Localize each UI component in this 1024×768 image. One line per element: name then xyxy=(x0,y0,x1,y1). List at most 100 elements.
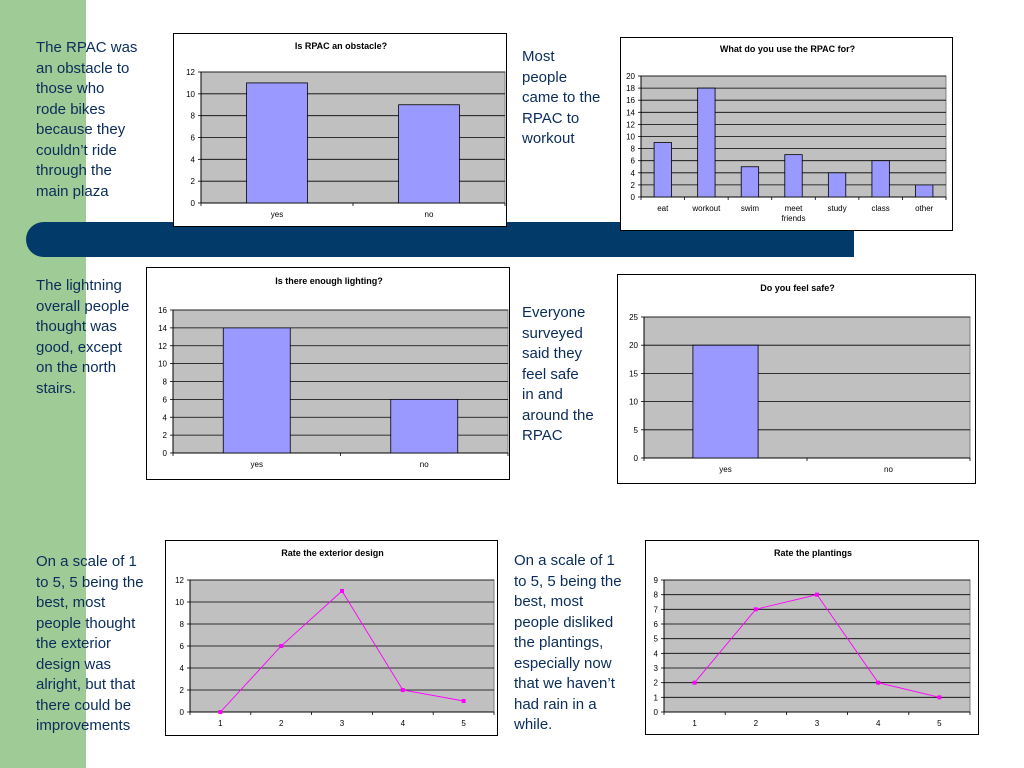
caption-line: couldn’t ride xyxy=(36,141,117,159)
y-tick-label: 16 xyxy=(158,306,167,315)
caption-line: people disliked xyxy=(514,613,614,631)
x-tick-label: class xyxy=(872,204,890,213)
caption-line: surveyed xyxy=(522,324,583,342)
caption-line: that we haven’t xyxy=(514,675,615,692)
chart-title: What do you use the RPAC for? xyxy=(720,44,855,54)
bar xyxy=(827,172,847,198)
caption-line: people xyxy=(522,68,568,86)
chart-plantings: Rate the plantings 0 1 2 3 4 5 6 7 8 9 1 2 3 4 5 xyxy=(645,540,979,735)
y-tick-label: 4 xyxy=(191,155,196,164)
caption-line: The lightning xyxy=(36,277,122,294)
caption-line: came to the xyxy=(522,89,601,106)
x-tick-label: 5 xyxy=(937,719,942,728)
x-tick-label: swim xyxy=(741,204,760,213)
chart-title: Is RPAC an obstacle? xyxy=(295,41,387,51)
caption-workout: Most people came to the RPAC to workout xyxy=(522,47,600,150)
data-point xyxy=(753,607,758,612)
caption-line: the exterior xyxy=(36,635,112,652)
x-tick-label: 2 xyxy=(754,719,759,728)
bar xyxy=(871,160,890,198)
caption-line: while. xyxy=(514,716,553,733)
caption-line: to 5, 5 being the xyxy=(36,573,144,591)
x-tick-label: other xyxy=(915,204,934,213)
bar xyxy=(740,166,760,198)
chart-title: Rate the plantings xyxy=(774,548,852,558)
y-tick-label: 5 xyxy=(654,635,659,644)
caption-line: On a scale of 1 xyxy=(36,553,137,570)
caption-line: in and xyxy=(522,386,563,403)
chart-lighting: Is there enough lighting? 0 2 4 6 8 10 12 14 16 ye… xyxy=(146,267,510,480)
caption-line: design was xyxy=(36,655,112,673)
y-tick-label: 6 xyxy=(631,157,636,166)
x-tick-label: yes xyxy=(719,465,731,474)
caption-line: best, most xyxy=(36,594,106,611)
y-tick-label: 7 xyxy=(654,605,659,614)
data-point xyxy=(400,688,405,692)
y-tick-label: 2 xyxy=(654,679,659,688)
y-tick-label: 10 xyxy=(629,398,638,407)
data-point xyxy=(876,680,881,685)
caption-exterior: On a scale of 1 to 5, 5 being the best, … xyxy=(36,552,144,737)
x-tick-label: 1 xyxy=(218,719,223,728)
y-tick-label: 12 xyxy=(175,576,184,585)
caption-line: stairs. xyxy=(36,379,77,397)
caption-line: good, except xyxy=(36,338,122,356)
caption-line: rode bikes xyxy=(36,100,106,118)
chart-rpac-obstacle: Is RPAC an obstacle? 0 2 4 6 8 10 12 yes no xyxy=(173,33,507,227)
data-point xyxy=(461,699,466,703)
y-tick-label: 8 xyxy=(180,620,185,629)
x-tick-label: study xyxy=(828,204,847,213)
y-tick-label: 10 xyxy=(158,360,167,369)
x-tick-label: 3 xyxy=(340,719,345,728)
bar xyxy=(692,344,759,459)
caption-line: those who xyxy=(36,80,105,97)
x-tick-label: yes xyxy=(251,460,263,469)
y-tick-label: 9 xyxy=(654,576,659,585)
caption-safety: Everyone surveyed said they feel safe in… xyxy=(522,303,594,447)
y-tick-label: 2 xyxy=(180,686,185,695)
bar xyxy=(222,327,291,454)
caption-bike-obstacle: The RPAC was an obstacle to those who ro… xyxy=(36,38,137,202)
x-tick-label: meet friends xyxy=(781,204,805,223)
data-point xyxy=(815,592,819,597)
bar xyxy=(398,104,460,204)
y-tick-label: 20 xyxy=(626,72,635,81)
y-tick-label: 18 xyxy=(626,84,635,93)
y-tick-label: 12 xyxy=(626,120,635,129)
chart-rpac-usage: What do you use the RPAC for? 0 2 4 6 8 10 12 14… xyxy=(620,37,953,231)
caption-line: especially now xyxy=(514,654,612,672)
caption-line: RPAC to xyxy=(522,109,580,127)
x-tick-label: workout xyxy=(691,204,721,213)
caption-lighting: The lightning overall people thought was… xyxy=(36,276,129,399)
x-tick-label: no xyxy=(425,210,434,219)
y-tick-label: 4 xyxy=(180,664,185,673)
chart-svg: Is RPAC an obstacle? 0 2 4 6 8 10 12 yes no xyxy=(186,41,506,219)
caption-line: best, most xyxy=(514,593,584,610)
y-tick-label: 2 xyxy=(631,181,636,190)
chart-title: Is there enough lighting? xyxy=(275,276,383,286)
x-tick-label-line: meet xyxy=(785,204,804,213)
y-tick-label: 12 xyxy=(158,342,167,351)
y-tick-label: 6 xyxy=(163,395,168,404)
caption-line: on the north xyxy=(36,359,117,376)
caption-line: thought was xyxy=(36,318,117,335)
caption-line: said they xyxy=(522,345,583,362)
caption-line: RPAC xyxy=(522,427,563,444)
y-tick-label: 8 xyxy=(163,378,168,387)
y-tick-label: 0 xyxy=(634,454,639,463)
caption-line: around the xyxy=(522,406,594,424)
x-tick-label: 4 xyxy=(876,719,881,728)
chart-svg: Do you feel safe? 0 5 10 15 20 25 yes no xyxy=(629,283,971,474)
caption-line: improvements xyxy=(36,717,131,734)
x-tick-label: no xyxy=(884,465,893,474)
y-tick-label: 0 xyxy=(163,449,168,458)
chart-title: Rate the exterior design xyxy=(281,548,384,558)
y-tick-label: 2 xyxy=(191,177,196,186)
data-point xyxy=(279,644,284,648)
y-tick-label: 12 xyxy=(186,68,195,77)
bar xyxy=(653,142,672,198)
x-tick-label: 1 xyxy=(692,719,697,728)
x-tick-label: eat xyxy=(657,204,669,213)
bar xyxy=(915,184,934,198)
y-tick-label: 8 xyxy=(191,112,196,121)
